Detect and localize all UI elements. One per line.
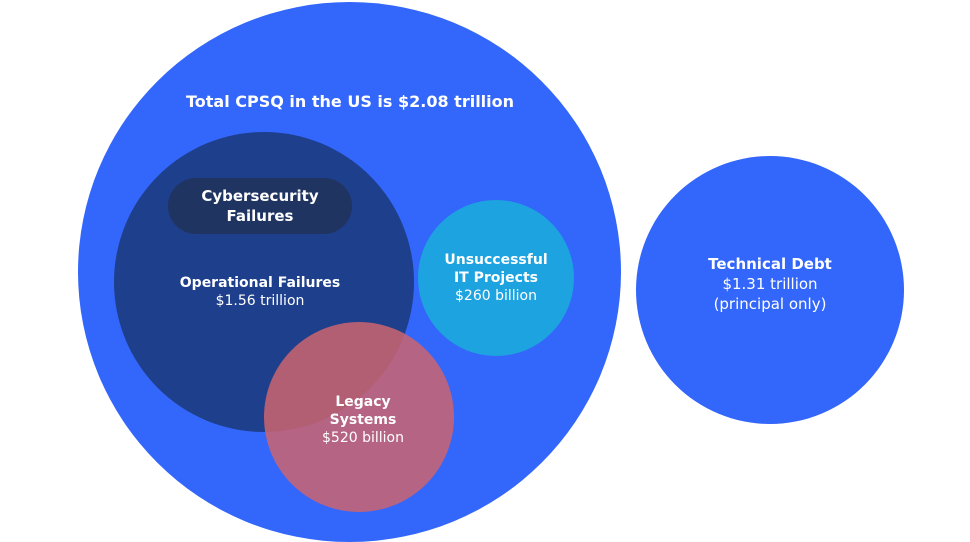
diagram-title: Total CPSQ in the US is $2.08 trillion xyxy=(185,92,515,111)
legacy-systems-circle xyxy=(264,322,454,512)
operational-failures-label: Operational Failures $1.56 trillion xyxy=(150,274,370,310)
cybersecurity-label-line2: Failures xyxy=(226,207,294,225)
operational-failures-value: $1.56 trillion xyxy=(215,293,305,309)
technical-debt-circle xyxy=(636,156,904,424)
technical-debt-label: Technical Debt $1.31 trillion (principal… xyxy=(656,254,884,314)
unsuccessful-it-projects-label: Unsuccessful IT Projects $260 billion xyxy=(426,251,566,305)
legacy-value: $520 billion xyxy=(322,430,404,446)
legacy-name-line1: Legacy xyxy=(335,394,391,410)
it-projects-value: $260 billion xyxy=(455,288,537,304)
it-projects-name-line2: IT Projects xyxy=(453,270,539,286)
operational-failures-name: Operational Failures xyxy=(179,275,341,291)
technical-debt-name: Technical Debt xyxy=(708,255,832,273)
cybersecurity-failures-pill: Cybersecurity Failures xyxy=(168,178,352,234)
technical-debt-note: (principal only) xyxy=(713,295,827,313)
legacy-systems-label: Legacy Systems $520 billion xyxy=(286,393,440,447)
cybersecurity-label-line1: Cybersecurity xyxy=(201,187,319,205)
unsuccessful-it-projects-circle xyxy=(418,200,574,356)
technical-debt-value: $1.31 trillion xyxy=(722,275,818,293)
legacy-name-line2: Systems xyxy=(329,412,397,428)
it-projects-name-line1: Unsuccessful xyxy=(444,252,548,268)
